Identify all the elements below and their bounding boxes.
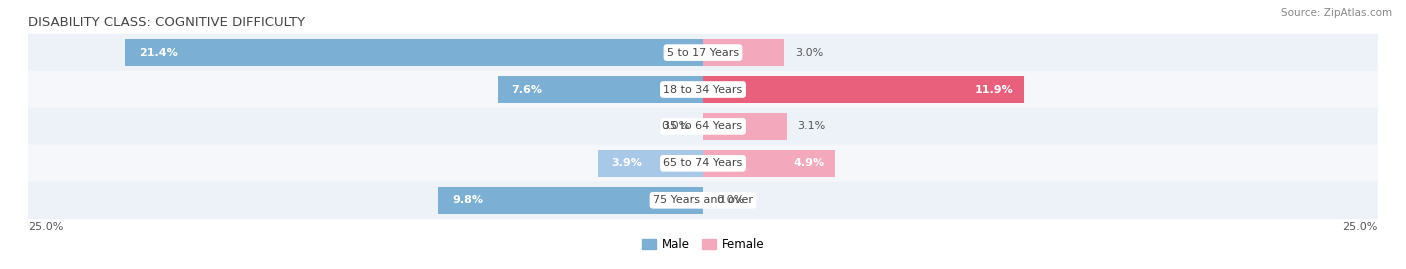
FancyBboxPatch shape (28, 182, 1378, 219)
Bar (703, 76, 1024, 103)
Text: 7.6%: 7.6% (512, 84, 543, 94)
Text: DISABILITY CLASS: COGNITIVE DIFFICULTY: DISABILITY CLASS: COGNITIVE DIFFICULTY (28, 16, 305, 29)
Text: 3.1%: 3.1% (797, 121, 825, 132)
Text: 0.0%: 0.0% (717, 195, 745, 205)
Text: 4.9%: 4.9% (793, 158, 824, 168)
Text: 21.4%: 21.4% (139, 48, 177, 58)
Text: 3.0%: 3.0% (794, 48, 823, 58)
Bar (703, 150, 835, 177)
Bar (125, 39, 703, 66)
Text: Source: ZipAtlas.com: Source: ZipAtlas.com (1281, 8, 1392, 18)
Bar (703, 39, 785, 66)
Bar (439, 187, 703, 214)
Bar (598, 150, 703, 177)
FancyBboxPatch shape (28, 34, 1378, 71)
Text: 3.9%: 3.9% (612, 158, 643, 168)
Text: 35 to 64 Years: 35 to 64 Years (664, 121, 742, 132)
Text: 25.0%: 25.0% (1343, 222, 1378, 232)
Bar (703, 113, 787, 140)
Text: 5 to 17 Years: 5 to 17 Years (666, 48, 740, 58)
Text: 11.9%: 11.9% (974, 84, 1014, 94)
Legend: Male, Female: Male, Female (637, 234, 769, 256)
Text: 75 Years and over: 75 Years and over (652, 195, 754, 205)
Text: 0.0%: 0.0% (661, 121, 689, 132)
FancyBboxPatch shape (28, 144, 1378, 182)
Text: 18 to 34 Years: 18 to 34 Years (664, 84, 742, 94)
Text: 9.8%: 9.8% (451, 195, 482, 205)
FancyBboxPatch shape (28, 108, 1378, 145)
FancyBboxPatch shape (28, 71, 1378, 108)
Text: 25.0%: 25.0% (28, 222, 63, 232)
Text: 65 to 74 Years: 65 to 74 Years (664, 158, 742, 168)
Bar (498, 76, 703, 103)
